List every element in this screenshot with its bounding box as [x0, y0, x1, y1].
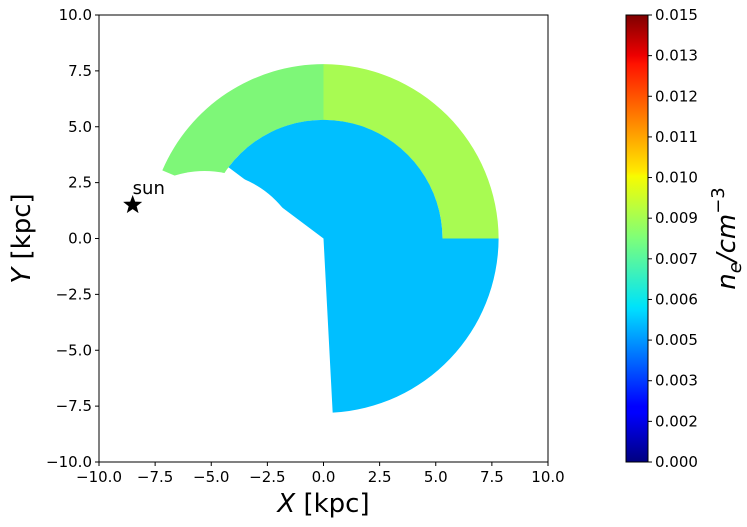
colorbar-tick-label: 0.012 [655, 87, 698, 105]
colorbar: 0.000 0.002 0.003 0.005 0.006 0.007 0.009 0.010… [625, 6, 746, 471]
density-region-2 [323, 64, 499, 239]
y-tick-label: −2.5 [56, 285, 92, 303]
x-tick-label: −7.5 [137, 468, 173, 486]
colorbar-tick-label: 0.002 [655, 412, 698, 430]
density-region-3 [228, 119, 499, 413]
colorbar-tick-label: 0.003 [655, 372, 698, 390]
y-tick-label: 2.5 [68, 174, 92, 192]
x-axis-ticks: −10.0 −7.5 −5.0 −2.5 0.0 2.5 5.0 7.5 10.0 [76, 462, 565, 486]
x-tick-label: 2.5 [368, 468, 392, 486]
x-tick-label: 10.0 [531, 468, 564, 486]
x-tick-label: 0.0 [312, 468, 336, 486]
density-region-1 [162, 64, 324, 193]
y-tick-label: −10.0 [46, 453, 92, 471]
colorbar-tick-label: 0.013 [655, 47, 698, 65]
y-tick-label: 0.0 [68, 230, 92, 248]
plot-area [162, 64, 499, 413]
colorbar-tick-label: 0.011 [655, 128, 698, 146]
colorbar-tick-label: 0.000 [655, 453, 698, 471]
colorbar-tick-label: 0.009 [655, 209, 698, 227]
colorbar-tick-label: 0.010 [655, 169, 698, 187]
x-tick-label: −5.0 [193, 468, 229, 486]
colorbar-tick-label: 0.015 [655, 6, 698, 24]
y-tick-label: 7.5 [68, 62, 92, 80]
colorbar-title: ne/cm−3 [708, 187, 746, 290]
markers: sun [123, 178, 165, 214]
x-tick-label: −10.0 [76, 468, 122, 486]
colorbar-tick-label: 0.006 [655, 290, 698, 308]
x-tick-label: 5.0 [424, 468, 448, 486]
colorbar-tick-label: 0.005 [655, 331, 698, 349]
x-tick-label: 7.5 [480, 468, 504, 486]
y-tick-label: −5.0 [56, 341, 92, 359]
y-tick-label: 10.0 [59, 6, 92, 24]
colorbar-ticks: 0.000 0.002 0.003 0.005 0.006 0.007 0.009 0.010… [648, 6, 698, 471]
y-tick-label: 5.0 [68, 118, 92, 136]
y-tick-label: −7.5 [56, 397, 92, 415]
x-tick-label: −2.5 [249, 468, 285, 486]
y-axis-title: Y [kpc] [7, 193, 37, 283]
x-axis-title: X [kpc] [275, 489, 369, 519]
sun-marker-icon [123, 194, 143, 214]
colorbar-gradient [625, 14, 649, 463]
sun-label: sun [133, 178, 165, 199]
colorbar-tick-label: 0.007 [655, 250, 698, 268]
y-axis-ticks: −10.0 −7.5 −5.0 −2.5 0.0 2.5 5.0 7.5 10.0 [46, 6, 99, 471]
density-regions [162, 64, 499, 413]
